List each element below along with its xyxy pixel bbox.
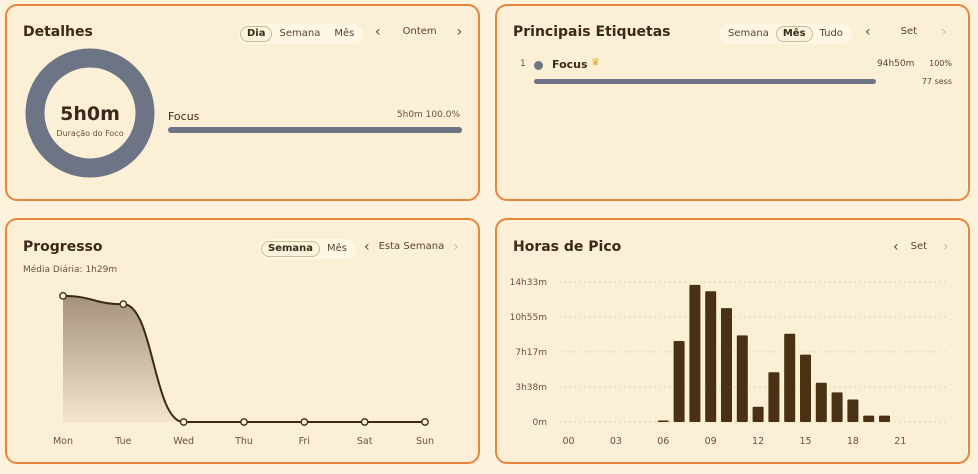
focus-item-label: Focus [168, 110, 200, 123]
progress-period-nav: ‹ Esta Semana › [364, 238, 459, 255]
tag-name: Focus [552, 58, 588, 71]
peak-hours-period-nav: ‹ Set › [893, 238, 949, 255]
donut-ring [25, 48, 155, 178]
peak-x-tick: 00 [562, 436, 574, 447]
progress-x-tick: Sat [357, 436, 373, 447]
chevron-right-icon[interactable]: › [453, 238, 459, 255]
progress-x-tick: Mon [53, 436, 73, 447]
peak-bar[interactable] [784, 333, 796, 422]
tag-percent: 100% [929, 59, 952, 68]
peak-hours-period: Set [910, 241, 928, 252]
peak-bar[interactable] [831, 392, 843, 422]
peak-bar[interactable] [815, 382, 827, 422]
top-tags-period-nav: ‹ Set › [865, 23, 947, 40]
tag-time: 94h50m [877, 59, 915, 69]
peak-hours-chart: 0m 3h38m 7h17m 10h55m 14h33m 00 03 06 09 12 15 18 21 [510, 278, 947, 447]
peak-x-tick: 09 [705, 436, 717, 447]
progress-period: Esta Semana [378, 241, 445, 252]
peak-bar[interactable] [689, 284, 701, 422]
progress-x-tick: Wed [173, 436, 194, 447]
peak-bar[interactable] [721, 308, 732, 422]
details-title: Detalhes [23, 24, 93, 40]
peak-bar[interactable] [657, 420, 669, 423]
peak-bar[interactable] [800, 354, 811, 422]
peak-x-tick: 12 [752, 436, 764, 447]
tab-semana[interactable]: Semana [279, 28, 321, 39]
peak-bar[interactable] [863, 415, 875, 422]
details-card: Detalhes Dia Semana Mês ‹ Ontem › 5h0m D… [5, 4, 480, 201]
peak-hours-card: Horas de Pico ‹ Set › 0m 3h38m 7h17m 10h55m… [495, 218, 970, 464]
peak-bar[interactable] [847, 399, 859, 422]
progress-title: Progresso [23, 239, 103, 255]
top-tags-period: Set [900, 26, 918, 37]
peak-bar[interactable] [705, 291, 717, 422]
peak-x-tick: 18 [847, 436, 859, 447]
chevron-right-icon[interactable]: › [943, 238, 949, 255]
progress-area [63, 295, 425, 422]
focus-item-value: 5h0m 100.0% [396, 110, 460, 120]
tag-sessions: 77 sess [921, 77, 952, 86]
chevron-left-icon[interactable]: ‹ [865, 23, 871, 40]
tab-semana[interactable]: Semana [728, 28, 769, 39]
peak-x-tick: 03 [610, 436, 622, 447]
peak-y-tick: 10h55m [510, 313, 547, 323]
peak-bar[interactable] [752, 406, 764, 422]
tab-dia[interactable]: Dia [240, 26, 273, 42]
donut-value: 5h0m [60, 103, 120, 125]
peak-bar[interactable] [768, 372, 780, 422]
focus-item-bar [168, 127, 462, 133]
progress-x-tick: Sun [416, 436, 434, 447]
tag-dot [534, 61, 543, 70]
peak-x-tick: 15 [799, 436, 811, 447]
tab-mes[interactable]: Mês [327, 243, 348, 254]
progress-chart: Mon Tue Wed Thu Fri Sat Sun [53, 292, 434, 447]
progress-point[interactable] [240, 418, 248, 426]
focus-item-track [168, 127, 462, 133]
progress-point[interactable] [421, 418, 429, 426]
progress-point[interactable] [360, 418, 369, 426]
peak-bar[interactable] [673, 341, 685, 422]
crown-icon: ♛ [591, 57, 600, 68]
chevron-right-icon[interactable]: › [456, 23, 463, 40]
peak-y-tick: 0m [533, 418, 548, 428]
details-tab-group: Dia Semana Mês [238, 24, 364, 44]
peak-bar[interactable] [879, 415, 890, 422]
progress-x-tick: Tue [114, 436, 131, 447]
progress-point[interactable] [179, 418, 188, 426]
peak-bar[interactable] [736, 335, 748, 422]
focus-donut [25, 48, 155, 178]
peak-y-tick: 7h17m [515, 348, 547, 358]
progress-x-tick: Fri [299, 436, 310, 447]
chevron-left-icon[interactable]: ‹ [375, 23, 381, 40]
donut-label: Duração do Foco [56, 129, 124, 138]
tag-rank: 1 [520, 59, 526, 69]
progress-point[interactable] [119, 300, 128, 308]
tab-mes[interactable]: Mês [334, 28, 355, 39]
details-period: Ontem [402, 26, 437, 37]
peak-hours-title: Horas de Pico [513, 239, 622, 255]
progress-card: Progresso Semana Mês ‹ Esta Semana › Méd… [5, 218, 480, 464]
daily-average: Média Diária: 1h29m [23, 265, 118, 275]
tag-bar [534, 79, 876, 84]
tag-track [534, 79, 876, 84]
progress-point[interactable] [59, 292, 67, 300]
top-tags-card: Principais Etiquetas Semana Mês Tudo ‹ S… [495, 4, 970, 201]
top-tags-tab-group: Semana Mês Tudo [719, 24, 852, 44]
details-period-nav: ‹ Ontem › [375, 23, 463, 40]
chevron-right-icon[interactable]: › [941, 23, 947, 40]
peak-y-tick: 14h33m [510, 278, 547, 288]
progress-x-tick: Thu [234, 436, 253, 447]
tab-mes[interactable]: Mês [775, 26, 813, 42]
progress-tab-group: Semana Mês [259, 239, 357, 259]
tab-semana[interactable]: Semana [261, 241, 321, 257]
progress-point[interactable] [300, 418, 309, 426]
peak-x-tick: 21 [894, 436, 906, 447]
peak-y-tick: 3h38m [515, 383, 547, 393]
peak-x-tick: 06 [657, 436, 669, 447]
tab-tudo[interactable]: Tudo [819, 28, 843, 39]
top-tags-title: Principais Etiquetas [513, 24, 671, 40]
chevron-left-icon[interactable]: ‹ [893, 238, 899, 255]
chevron-left-icon[interactable]: ‹ [364, 238, 370, 255]
